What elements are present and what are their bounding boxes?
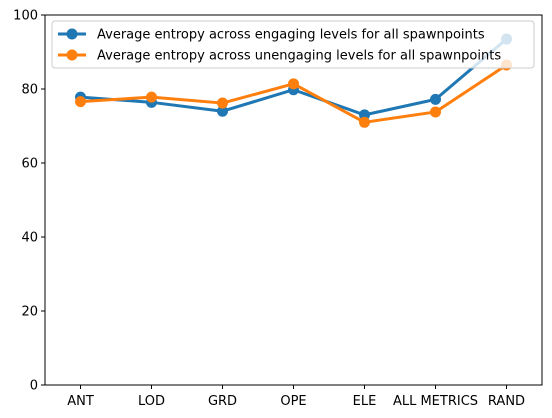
legend-swatch-marker [66,49,78,61]
x-tick-label: GRD [208,394,237,409]
data-point [430,106,441,118]
y-tick-label: 60 [21,157,38,172]
x-tick-label: OPE [280,394,306,409]
data-point [430,93,441,105]
axis-layer: 0 20 40 60 80 100 ANT LOD GRD OPE ELE ALL METRICS RA… [13,9,525,410]
legend-item: Average entropy across engaging levels f… [58,28,485,43]
y-tick-label: 100 [13,9,38,24]
series-layer [75,33,512,128]
legend-label: Average entropy across engaging levels f… [97,28,485,43]
legend: Average entropy across engaging levels f… [51,20,535,69]
legend-swatch-marker [66,28,78,40]
x-tick-label: RAND [488,394,525,409]
legend-label: Average entropy across unengaging levels… [97,49,501,64]
y-tick-label: 20 [21,305,38,320]
y-tick-label: 0 [30,379,38,394]
data-point [217,105,228,117]
x-tick-label: ALL METRICS [393,394,478,409]
data-point [75,96,86,108]
legend-item: Average entropy across unengaging levels… [58,49,501,64]
x-tick-label: ELE [353,394,377,409]
series-2 [75,59,512,128]
data-point [217,97,228,109]
x-tick-label: ANT [67,394,94,409]
data-point [288,78,299,90]
y-tick-label: 80 [21,83,38,98]
data-point [146,91,157,103]
legend-box [51,20,535,69]
data-point [359,116,370,128]
y-tick-label: 40 [21,231,38,246]
x-tick-label: LOD [138,394,165,409]
